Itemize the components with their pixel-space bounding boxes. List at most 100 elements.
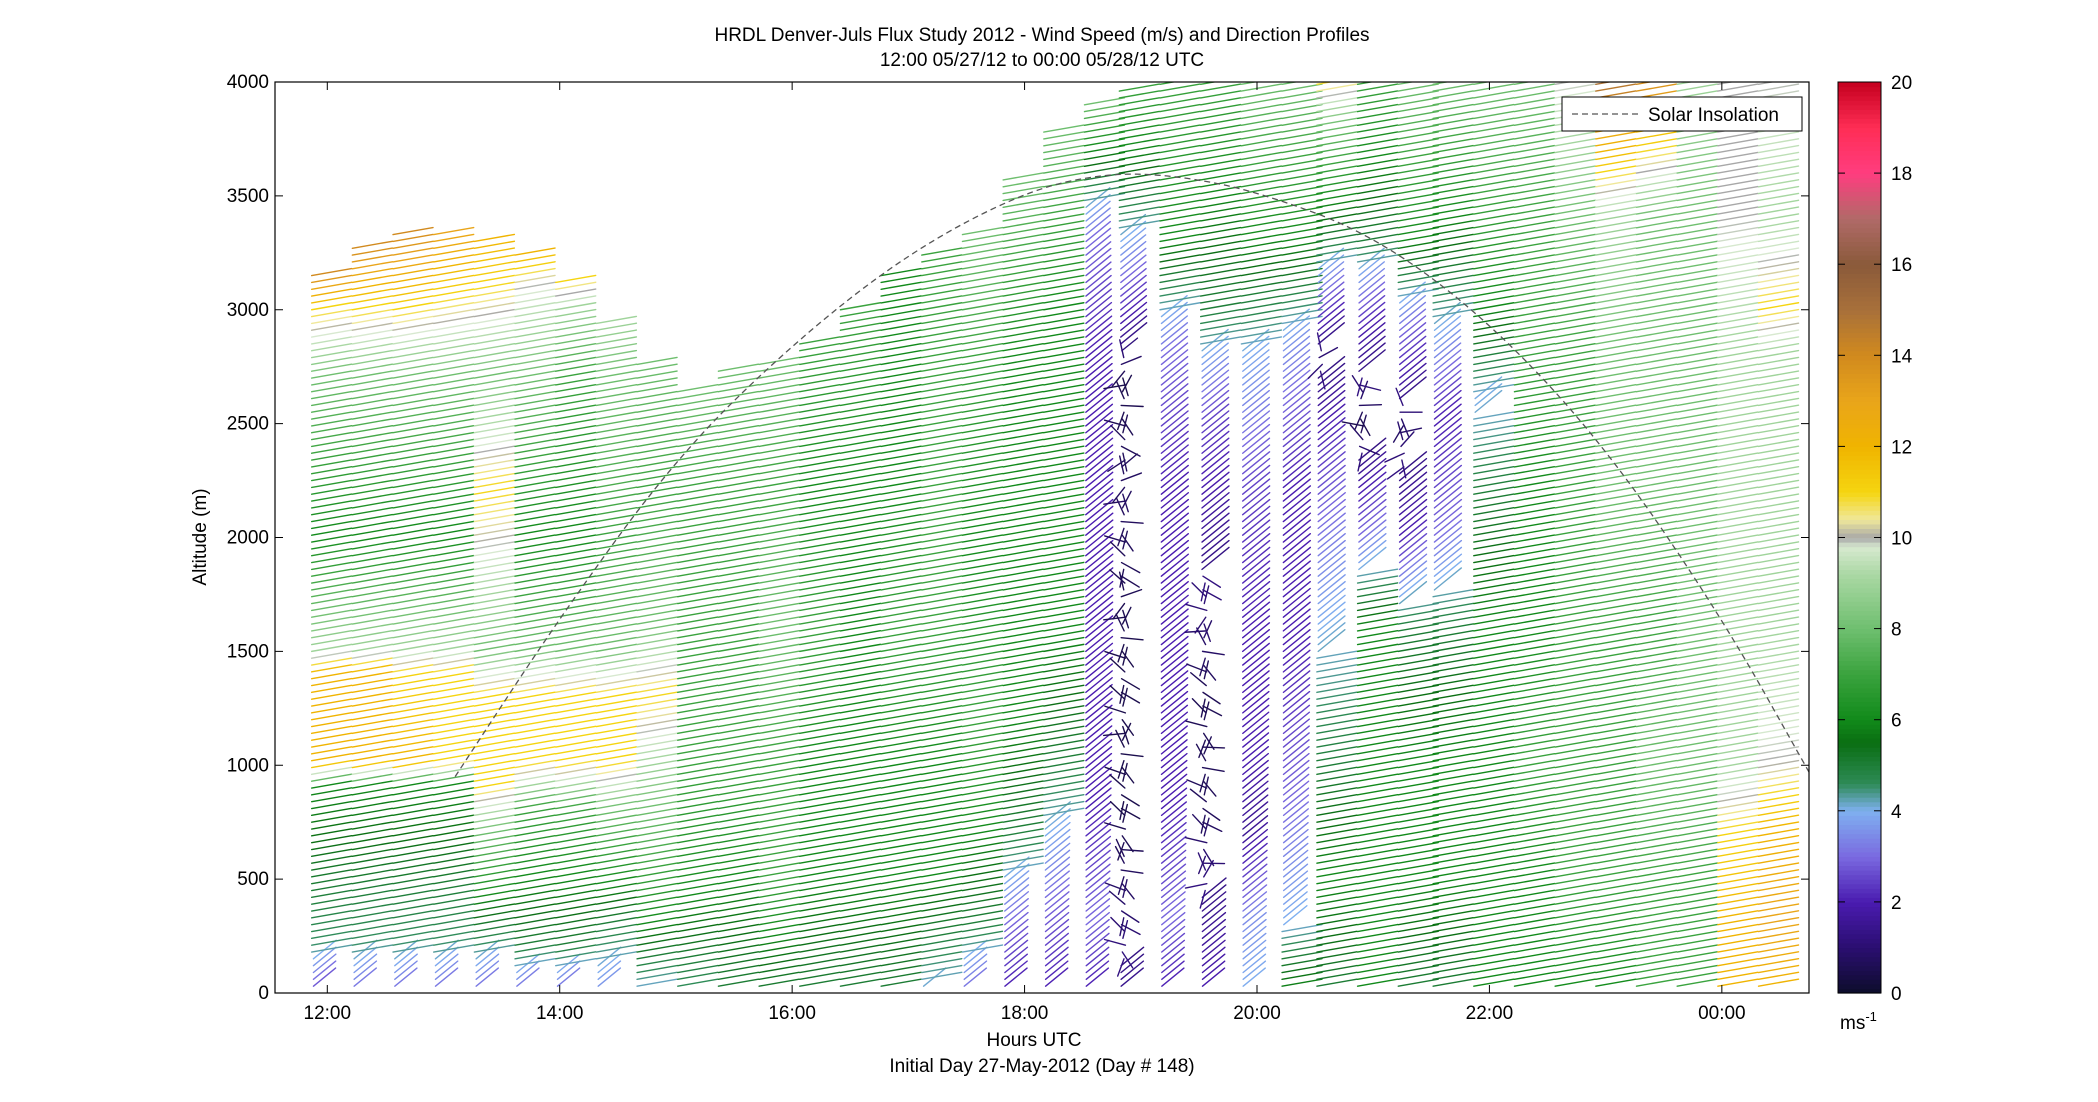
- wind-barb: [1004, 967, 1028, 987]
- wind-barb: [1356, 643, 1399, 653]
- wind-barb: [799, 834, 841, 844]
- wind-barb: [392, 725, 434, 735]
- wind-barb: [1199, 179, 1242, 188]
- wind-barb: [961, 349, 1004, 359]
- wind-barb: [1160, 884, 1186, 905]
- wind-barb: [473, 718, 516, 728]
- wind-barb: [758, 705, 800, 714]
- wind-barb: [555, 438, 597, 448]
- wind-barb: [1085, 342, 1113, 366]
- wind-barb: [1002, 343, 1044, 352]
- wind-barb: [880, 527, 922, 536]
- wind-barb: [636, 554, 678, 564]
- wind-barb: [799, 425, 841, 434]
- wind-barb: [799, 459, 841, 468]
- wind-barb: [1085, 905, 1111, 926]
- wind-barb: [1282, 870, 1309, 892]
- wind-barb: [514, 507, 556, 516]
- wind-barb: [595, 793, 638, 803]
- wind-barb: [475, 946, 500, 967]
- wind-barb: [1242, 663, 1270, 687]
- wind-barb: [839, 698, 882, 707]
- wind-barb: [921, 800, 963, 810]
- wind-barb: [1002, 554, 1044, 564]
- colorbar-band: [1838, 856, 1881, 862]
- wind-barb: [514, 582, 556, 591]
- wind-barb: [961, 944, 1004, 953]
- wind-barb: [473, 882, 516, 892]
- wind-barb: [839, 534, 882, 543]
- wind-barb: [392, 254, 434, 263]
- wind-barb: [921, 493, 963, 502]
- wind-barb: [473, 404, 516, 413]
- wind-barb: [961, 274, 1004, 284]
- wind-barb: [1002, 281, 1044, 290]
- colorbar-band: [1838, 829, 1881, 835]
- wind-barb: [1316, 862, 1358, 871]
- wind-barb: [717, 814, 760, 823]
- wind-barb: [1085, 739, 1113, 762]
- wind-barb: [351, 267, 394, 277]
- wind-barb: [1159, 131, 1201, 140]
- wind-barb: [636, 937, 678, 946]
- wind-barb: [1120, 520, 1144, 524]
- wind-barb: [595, 520, 638, 530]
- wind-barb: [1199, 308, 1242, 318]
- wind-barb: [1356, 848, 1399, 858]
- wind-barb: [351, 500, 394, 509]
- wind-barb: [1316, 957, 1358, 967]
- wind-barb: [432, 916, 475, 926]
- wind-barb: [1242, 849, 1268, 871]
- wind-barb: [799, 793, 841, 803]
- wind-barb: [392, 261, 434, 270]
- wind-barb: [921, 281, 963, 290]
- wind-barb: [1043, 445, 1085, 454]
- wind-barb: [1316, 807, 1358, 817]
- wind-barb: [1317, 376, 1346, 400]
- wind-barb: [595, 910, 638, 919]
- wind-barb: [636, 513, 678, 523]
- wind-barb: [677, 554, 719, 564]
- wind-barb: [555, 302, 597, 311]
- wind-barb: [1201, 911, 1227, 933]
- wind-barb: [1160, 718, 1188, 741]
- wind-barb: [1085, 932, 1110, 953]
- wind-barb: [1002, 479, 1044, 489]
- wind-barb: [514, 821, 556, 830]
- wind-barb: [351, 527, 394, 536]
- wind-barb: [1317, 512, 1346, 536]
- colorbar-band: [1838, 706, 1881, 712]
- colorbar-band: [1838, 423, 1881, 429]
- wind-barb: [1043, 233, 1085, 243]
- wind-barb: [595, 882, 638, 892]
- wind-barb: [636, 882, 678, 892]
- wind-barb: [1160, 891, 1186, 912]
- wind-barb: [1160, 383, 1189, 407]
- wind-barb: [1043, 199, 1085, 208]
- wind-barb: [1115, 838, 1125, 858]
- wind-barb: [473, 609, 516, 618]
- wind-barb: [961, 308, 1004, 318]
- wind-barb: [921, 507, 963, 516]
- wind-barb: [1004, 953, 1028, 974]
- wind-barb: [351, 910, 394, 919]
- wind-barb: [351, 431, 394, 441]
- wind-barb: [1282, 863, 1309, 885]
- wind-barb: [1240, 138, 1283, 147]
- wind-barb: [880, 507, 922, 516]
- colorbar-tick-label: 8: [1891, 620, 1902, 641]
- wind-barb: [432, 575, 475, 584]
- wind-barb: [717, 971, 760, 981]
- wind-barb: [1281, 124, 1323, 133]
- wind-barb: [310, 787, 353, 796]
- wind-barb: [799, 609, 841, 618]
- wind-barb: [961, 233, 1004, 243]
- wind-barb: [595, 787, 638, 796]
- wind-barb: [1281, 103, 1323, 113]
- wind-barb: [351, 240, 394, 249]
- wind-barb: [1184, 882, 1208, 889]
- wind-barb: [1043, 431, 1085, 441]
- wind-barb: [595, 848, 638, 858]
- wind-barb: [799, 691, 841, 700]
- colorbar-band: [1838, 683, 1881, 689]
